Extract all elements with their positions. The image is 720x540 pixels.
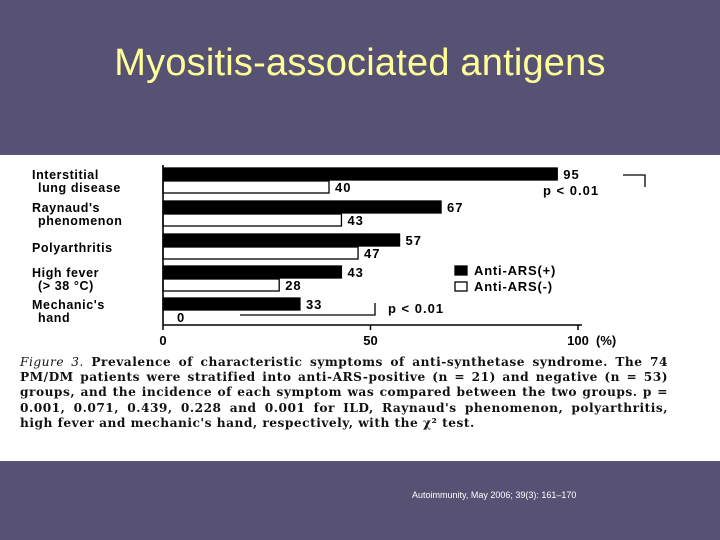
data-label: 95 bbox=[563, 167, 579, 182]
x-unit-label: (%) bbox=[596, 333, 616, 348]
category-label: High fever (> 38 °C) bbox=[32, 266, 99, 293]
data-label: 40 bbox=[335, 180, 351, 195]
bar-negative bbox=[162, 213, 343, 227]
bar-negative bbox=[162, 246, 359, 260]
data-label: 28 bbox=[285, 278, 301, 293]
data-label: 47 bbox=[364, 246, 380, 261]
category-label-line: (> 38 °C) bbox=[38, 279, 94, 293]
category-label: Polyarthritis bbox=[32, 241, 113, 255]
p-value-annotation: p < 0.01 bbox=[543, 183, 599, 198]
bar-negative bbox=[162, 278, 280, 292]
data-label: 43 bbox=[347, 213, 363, 228]
data-label: 67 bbox=[447, 200, 463, 215]
legend-label: Anti-ARS(+) bbox=[474, 263, 556, 278]
category-label-line: hand bbox=[38, 311, 70, 325]
x-tick-label: 100 bbox=[567, 333, 589, 348]
bar-negative bbox=[162, 180, 330, 194]
category-label-line: lung disease bbox=[38, 181, 121, 195]
category-label-line: phenomenon bbox=[38, 214, 122, 228]
bar-positive bbox=[162, 297, 301, 311]
bar-positive bbox=[162, 233, 401, 247]
caption-text: Prevalence of characteristic symptoms of… bbox=[20, 355, 669, 430]
significance-bracket bbox=[240, 303, 376, 316]
figure-panel: 95 40 Interstitial lung disease 67 43 Raynaud'… bbox=[0, 155, 720, 461]
category-label: Interstitial lung disease bbox=[32, 168, 121, 195]
p-value-annotation: p < 0.01 bbox=[388, 301, 444, 316]
data-label: 43 bbox=[347, 265, 363, 280]
x-tick-label: 0 bbox=[159, 333, 166, 348]
significance-bracket bbox=[623, 174, 646, 187]
legend-swatch bbox=[454, 281, 468, 292]
category-label-line: Raynaud's bbox=[32, 201, 100, 215]
category-label-line: Mechanic's bbox=[32, 298, 105, 312]
bar-positive bbox=[162, 200, 442, 214]
caption-label: Figure 3. bbox=[20, 355, 84, 369]
data-label: 0 bbox=[177, 310, 185, 325]
legend-swatch bbox=[454, 265, 468, 276]
data-label: 57 bbox=[406, 233, 422, 248]
slide-title: Myositis-associated antigens bbox=[114, 42, 606, 84]
citation: Autoimmunity, May 2006; 39(3): 161–170 bbox=[412, 490, 577, 500]
legend-label: Anti-ARS(-) bbox=[474, 279, 553, 294]
category-label-line: Interstitial bbox=[32, 168, 99, 182]
category-label-line: Polyarthritis bbox=[32, 241, 113, 255]
category-label: Raynaud's phenomenon bbox=[32, 201, 122, 228]
bar-positive bbox=[162, 265, 343, 279]
category-label: Mechanic's hand bbox=[32, 298, 105, 325]
figure-caption: Figure 3. Prevalence of characteristic s… bbox=[20, 355, 668, 431]
bar-positive bbox=[162, 167, 558, 181]
x-tick-label: 50 bbox=[363, 333, 377, 348]
data-label: 33 bbox=[306, 297, 322, 312]
category-label-line: High fever bbox=[32, 266, 99, 280]
bar-chart: 95 40 Interstitial lung disease 67 43 Raynaud'… bbox=[32, 165, 646, 348]
